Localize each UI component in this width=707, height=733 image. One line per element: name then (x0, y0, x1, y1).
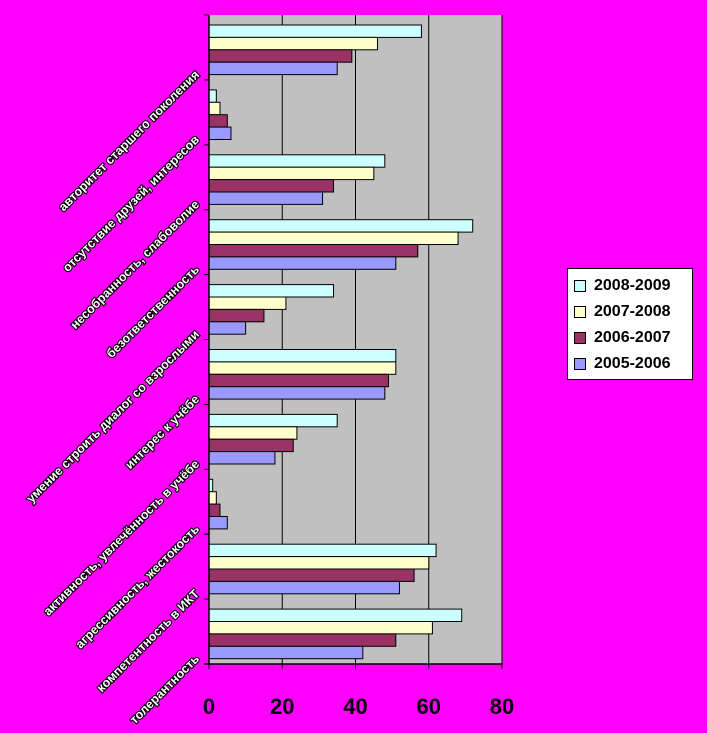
bar-2006-2007-4 (208, 244, 419, 258)
legend-item-2007-2008: 2007-2008 (574, 299, 692, 325)
bar-2008-2009-5 (208, 284, 335, 298)
bar-2006-2007-8 (208, 503, 221, 518)
bar-2007-2008-5 (208, 296, 287, 310)
bar-2008-2009-9 (208, 543, 437, 558)
bar-2006-2007-6 (208, 373, 389, 388)
legend-item-2008-2009: 2008-2009 (574, 273, 692, 299)
x-tick-label: 40 (343, 694, 367, 719)
bar-2007-2008-7 (208, 426, 298, 440)
category-label: агрессивность, жестокость (73, 522, 203, 652)
bar-2005-2006-9 (208, 580, 400, 595)
bar-2005-2006-2 (208, 126, 232, 140)
bar-2005-2006-1 (208, 61, 338, 76)
bar-2005-2006-3 (208, 191, 324, 205)
x-tick-label: 0 (203, 694, 215, 719)
bar-2006-2007-5 (208, 308, 265, 323)
legend-swatch (574, 332, 586, 344)
category-label: несобранность, слабоволие (68, 197, 202, 331)
bar-2007-2008-1 (208, 36, 378, 51)
bar-2007-2008-3 (208, 166, 375, 181)
legend-swatch (574, 280, 586, 292)
x-tick-label: 60 (417, 694, 441, 719)
bar-2006-2007-1 (208, 49, 353, 63)
bar-2005-2006-6 (208, 386, 386, 400)
bar-2008-2009-6 (208, 349, 397, 363)
bar-2008-2009-7 (208, 413, 338, 428)
bar-2005-2006-4 (208, 256, 397, 270)
bar-2007-2008-10 (208, 621, 433, 635)
category-label: толерантность (127, 652, 202, 727)
bar-2005-2006-8 (208, 516, 228, 530)
bar-2006-2007-10 (208, 633, 397, 647)
legend-swatch (574, 306, 586, 318)
category-label: авторитет старшего поколения (56, 68, 202, 214)
bar-2008-2009-3 (208, 154, 386, 168)
chart-legend: 2008-2009 2007-2008 2006-2007 2005-2006 (567, 268, 693, 380)
bar-2008-2009-10 (208, 608, 463, 622)
bar-2006-2007-2 (208, 114, 228, 128)
legend-label: 2007-2008 (594, 303, 671, 320)
bar-2006-2007-7 (208, 438, 294, 453)
x-tick-label: 80 (490, 694, 514, 719)
bar-2007-2008-9 (208, 556, 430, 570)
bar-2008-2009-4 (208, 219, 474, 233)
legend-label: 2005-2006 (594, 355, 671, 372)
legend-label: 2006-2007 (594, 329, 671, 346)
legend-item-2005-2006: 2005-2006 (574, 351, 692, 377)
bar-2007-2008-4 (208, 231, 459, 246)
bar-2007-2008-8 (208, 491, 217, 505)
bar-2007-2008-2 (208, 101, 221, 116)
category-label: отсутствие друзей, интересов (60, 132, 202, 274)
legend-label: 2008-2009 (594, 277, 671, 294)
bar-2008-2009-2 (208, 89, 217, 103)
x-tick-label: 20 (270, 694, 294, 719)
bar-2006-2007-9 (208, 568, 415, 582)
bar-2005-2006-5 (208, 321, 247, 335)
legend-item-2006-2007: 2006-2007 (574, 325, 692, 351)
legend-swatch (574, 358, 586, 370)
bar-2006-2007-3 (208, 179, 335, 193)
bar-2005-2006-10 (208, 645, 364, 660)
bar-2008-2009-1 (208, 24, 422, 38)
bar-2005-2006-7 (208, 451, 276, 465)
bar-2007-2008-6 (208, 361, 397, 375)
